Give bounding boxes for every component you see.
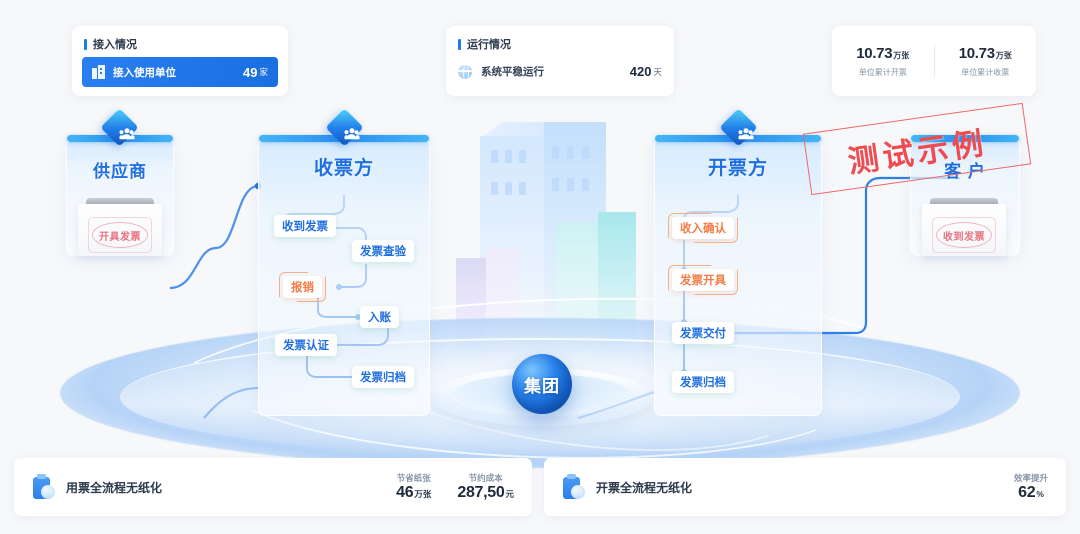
node-invoice-archive-issuer[interactable]: 发票归档 [672, 371, 734, 393]
runtime-unit: 天 [653, 66, 662, 77]
printer-bar [86, 198, 154, 207]
metric-value: 287,50 [457, 484, 505, 501]
metric-unit: 万张 [414, 489, 432, 499]
node-invoice-archive-receiver[interactable]: 发票归档 [352, 366, 414, 388]
title-accent-bar [84, 38, 87, 50]
node-label: 发票归档 [680, 377, 726, 389]
node-label: 报销 [291, 282, 314, 294]
node-invoice-issue[interactable]: 发票开具 [672, 269, 734, 291]
printer-paper: 收到发票 [922, 204, 1006, 256]
watermark-text: 测试示例 [845, 124, 990, 180]
metric-value: 46 [396, 484, 414, 501]
runtime-card-title: 运行情况 [458, 36, 662, 52]
globe-icon [458, 64, 472, 79]
node-label: 发票交付 [680, 328, 726, 340]
clipboard-icon [32, 474, 55, 500]
node-label: 发票查验 [360, 246, 406, 258]
node-invoice-verification[interactable]: 发票认证 [275, 334, 337, 356]
customer-stamp-text: 收到发票 [936, 222, 992, 248]
node-reimbursement[interactable]: 报销 [283, 276, 322, 298]
metric-caption: 效率提升 [1013, 473, 1048, 483]
metric-unit: 元 [505, 489, 514, 499]
paperless-usage-title: 用票全流程无纸化 [66, 480, 163, 495]
stat-received-unit: 万张 [995, 50, 1012, 60]
node-label: 收入确认 [680, 223, 726, 235]
node-receive-invoice[interactable]: 收到发票 [274, 215, 336, 237]
metric-unit: % [1036, 489, 1044, 499]
column-customer-title: 客 户 [944, 162, 986, 181]
supplier-stamp: 开具发票 [88, 217, 152, 253]
access-card-title-text: 接入情况 [93, 39, 137, 51]
column-supplier-title: 供应商 [93, 162, 147, 181]
node-label: 入账 [368, 312, 391, 324]
node-label: 发票开具 [680, 275, 726, 287]
runtime-row: 系统平稳运行 420 天 [458, 64, 662, 79]
metric-caption: 节约成本 [468, 473, 503, 483]
paperless-usage-card: 用票全流程无纸化 节省纸张 46万张 节约成本 287,50元 [14, 458, 532, 516]
invoice-totals-card: 10.73万张 单位累计开票 10.73万张 单位累计收票 [832, 26, 1036, 96]
runtime-summary-card: 运行情况 系统平稳运行 420 天 [446, 26, 674, 96]
node-bookkeeping[interactable]: 入账 [360, 306, 399, 328]
group-sphere-label: 集团 [524, 376, 560, 396]
runtime-card-title-text: 运行情况 [467, 39, 511, 51]
stat-issued: 10.73万张 单位累计开票 [832, 45, 934, 78]
runtime-value: 420 [629, 64, 652, 79]
supplier-stamp-text: 开具发票 [92, 222, 148, 248]
stat-issued-caption: 单位累计开票 [858, 67, 907, 77]
node-invoice-check[interactable]: 发票查验 [352, 240, 414, 262]
customer-stamp: 收到发票 [932, 217, 996, 253]
stat-issued-value: 10.73 [856, 44, 893, 62]
access-card-title: 接入情况 [84, 36, 276, 52]
access-summary-card: 接入情况 接入使用单位 49 家 [72, 26, 288, 96]
access-unit-label: 接入使用单位 [113, 66, 176, 79]
stat-received-caption: 单位累计收票 [961, 67, 1010, 77]
paperless-issuing-title: 开票全流程无纸化 [596, 480, 693, 495]
clipboard-icon [562, 474, 585, 500]
printer-bar [930, 198, 998, 207]
node-invoice-delivery[interactable]: 发票交付 [672, 322, 734, 344]
paperless-issuing-card: 开票全流程无纸化 效率提升 62% [544, 458, 1066, 516]
node-label: 发票认证 [283, 340, 329, 352]
title-accent-bar [458, 38, 461, 50]
node-revenue-confirm[interactable]: 收入确认 [672, 217, 734, 239]
group-sphere: 集团 [512, 354, 572, 414]
metric-caption: 节省纸张 [396, 473, 431, 483]
stat-received-value: 10.73 [958, 44, 995, 62]
stats-divider [933, 45, 935, 77]
metric-efficiency: 效率提升 62% [1014, 472, 1048, 502]
runtime-label: 系统平稳运行 [481, 66, 544, 78]
access-unit-row[interactable]: 接入使用单位 49 家 [82, 57, 278, 87]
metric-paper-saved: 节省纸张 46万张 [396, 472, 431, 502]
metric-cost-saved: 节约成本 287,50元 [457, 472, 514, 502]
metric-value: 62 [1018, 484, 1036, 501]
node-label: 发票归档 [360, 372, 406, 384]
column-receiver-title: 收票方 [313, 158, 374, 179]
column-issuer-title: 开票方 [707, 158, 768, 179]
stat-issued-unit: 万张 [893, 50, 910, 60]
stat-received: 10.73万张 单位累计收票 [935, 45, 1037, 78]
building-icon [92, 65, 105, 79]
access-unit-suffix: 家 [259, 67, 268, 77]
node-label: 收到发票 [282, 221, 328, 233]
access-unit-value: 49 [243, 64, 258, 80]
printer-paper: 开具发票 [78, 204, 162, 256]
